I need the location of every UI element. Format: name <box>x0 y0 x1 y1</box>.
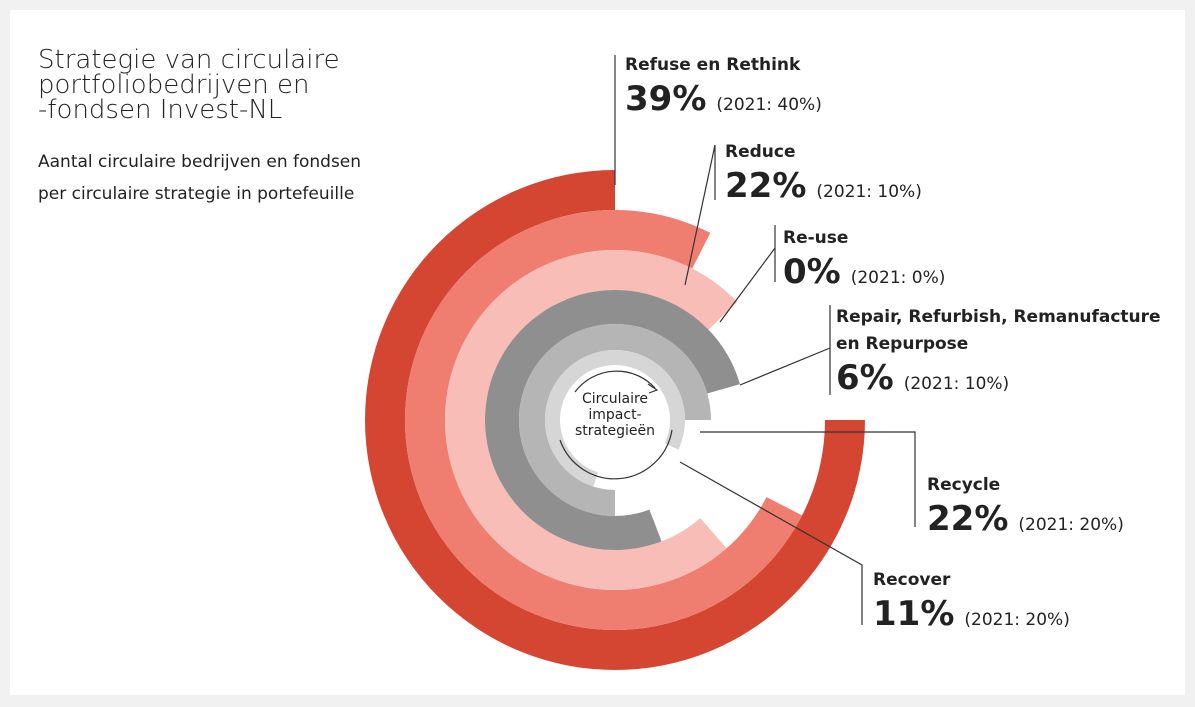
item-value: 6% (2021: 10%) <box>836 358 1009 398</box>
item-value: 11% (2021: 20%) <box>873 594 1070 634</box>
item-previous: (2021: 10%) <box>904 374 1009 394</box>
item-value: 22% (2021: 10%) <box>725 166 922 206</box>
title: Strategie van circulaire <box>38 45 340 75</box>
center-label: strategieën <box>575 423 655 439</box>
title: -fondsen Invest-NL <box>38 95 282 125</box>
item-name: Repair, Refurbish, Remanufacture <box>836 307 1161 327</box>
item-previous: (2021: 10%) <box>816 182 921 202</box>
item-share: 11% <box>873 594 954 634</box>
item-share: 6% <box>836 358 894 398</box>
item-name: en Repurpose <box>836 334 968 354</box>
item-name: Re-use <box>783 228 848 248</box>
arrow-head <box>647 383 659 394</box>
item-share: 22% <box>725 166 806 206</box>
labels: Strategie van circulaireportfoliobedrijv… <box>38 45 1161 634</box>
center-label: impact- <box>588 407 641 423</box>
leader-line <box>700 431 916 527</box>
item-name: Recycle <box>927 475 1000 495</box>
item-share: 0% <box>783 252 841 292</box>
subtitle: per circulaire strategie in portefeuille <box>38 184 354 204</box>
item-previous: (2021: 40%) <box>716 95 821 115</box>
item-value: 22% (2021: 20%) <box>927 499 1124 539</box>
center-label: Circulaire <box>582 391 648 407</box>
center-circle <box>561 366 669 474</box>
leader-line <box>684 144 716 286</box>
center-arrow <box>559 429 673 480</box>
item-previous: (2021: 20%) <box>964 610 1069 630</box>
item-name: Refuse en Rethink <box>625 55 801 75</box>
ring <box>444 249 738 591</box>
leader-line <box>679 461 863 625</box>
title: portfoliobedrijven en <box>38 70 309 100</box>
item-value: 39% (2021: 40%) <box>625 79 822 119</box>
item-previous: (2021: 0%) <box>851 268 946 288</box>
item-share: 22% <box>927 499 1008 539</box>
rings <box>365 170 865 670</box>
item-value: 0% (2021: 0%) <box>783 252 945 292</box>
leader-line <box>739 305 831 395</box>
subtitle: Aantal circulaire bedrijven en fondsen <box>38 152 361 172</box>
item-name: Reduce <box>725 142 796 162</box>
item-name: Recover <box>873 570 951 590</box>
leader-line <box>719 225 776 323</box>
center-arrow <box>574 370 656 393</box>
item-previous: (2021: 20%) <box>1018 515 1123 535</box>
item-share: 39% <box>625 79 706 119</box>
